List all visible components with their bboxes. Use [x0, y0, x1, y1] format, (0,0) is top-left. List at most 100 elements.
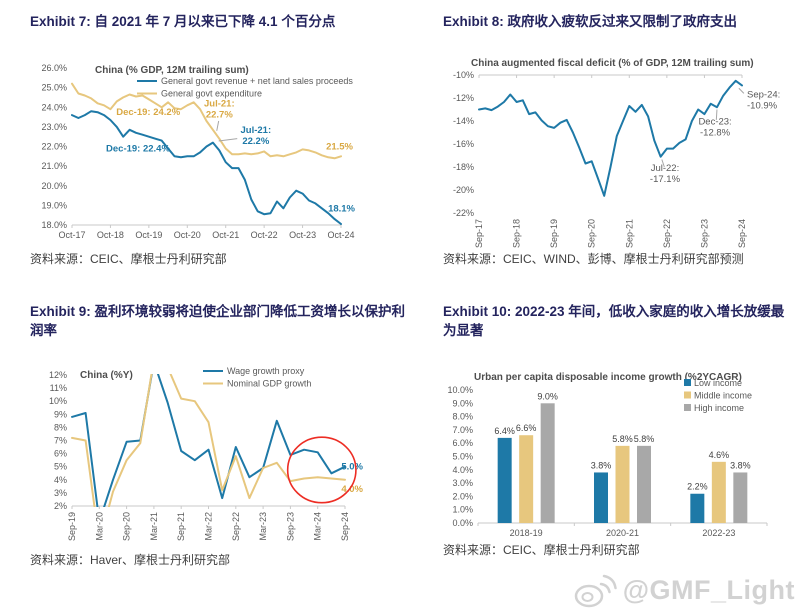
bar — [637, 445, 651, 523]
annotation: Sep-24: — [747, 89, 780, 100]
annotation: -10.9% — [747, 100, 778, 111]
annotation: 5.0% — [341, 461, 363, 472]
series-line — [71, 82, 342, 160]
x-tick-label: Sep-21 — [624, 219, 634, 248]
y-tick-label: 10% — [49, 396, 67, 406]
y-tick-label: 25.0% — [41, 83, 67, 93]
bar — [594, 472, 608, 523]
bar-value-label: 4.6% — [709, 450, 730, 460]
legend-label: Nominal GDP growth — [227, 379, 311, 389]
x-tick-label: Sep-23 — [285, 512, 295, 541]
x-tick-label: Sep-19 — [549, 219, 559, 248]
x-tick-label: Sep-20 — [122, 512, 132, 541]
chart-title: China (%Y) — [80, 370, 133, 381]
series-line — [71, 374, 346, 507]
exhibit-10-title: Exhibit 10: 2022-23 年间，低收入家庭的收入增长放缓最为显著 — [443, 304, 785, 339]
exhibit-7-chart: China (% GDP, 12M trailing sum) 18.0% 19.0… — [41, 63, 355, 240]
x-tick-label: Sep-23 — [699, 219, 709, 248]
x-tick-label: Oct-24 — [327, 230, 354, 240]
y-tick-label: 9.0% — [452, 398, 473, 408]
x-tick-label: Sep-24 — [340, 512, 350, 541]
category-label: 2018-19 — [510, 528, 543, 538]
legend-label: Wage growth proxy — [227, 366, 305, 376]
legend-swatch — [684, 404, 691, 411]
legend-swatch — [684, 391, 691, 399]
bar-value-label: 9.0% — [537, 391, 558, 401]
exhibit-8-source: 资料来源：CEIC、WIND、彭博、摩根士丹利研究部预测 — [443, 252, 744, 266]
annotation: 4.0% — [341, 484, 363, 495]
y-tick-label: -12% — [453, 93, 474, 103]
exhibit-8-title: Exhibit 8: 政府收入疲软反过来又限制了政府支出 — [443, 14, 738, 29]
bar-value-label: 3.8% — [591, 460, 612, 470]
y-tick-label: 2.0% — [452, 491, 473, 501]
y-tick-label: 23.0% — [41, 122, 67, 132]
x-tick-label: Oct-17 — [58, 230, 85, 240]
y-tick-label: 5.0% — [452, 452, 473, 462]
bar-value-label: 5.8% — [634, 434, 655, 444]
x-tick-label: Mar-22 — [204, 512, 214, 541]
exhibit-9: Exhibit 9: 盈利环境较弱将迫使企业部门降低工资增长以保护利润率 Chi… — [30, 302, 416, 607]
annotation: Jul-21: — [241, 125, 272, 136]
bar-value-label: 5.8% — [612, 434, 633, 444]
exhibit-7-title: Exhibit 7: 自 2021 年 7 月以来已下降 4.1 个百分点 — [30, 14, 336, 29]
y-tick-label: 12% — [49, 370, 67, 380]
y-tick-label: 19.0% — [41, 200, 67, 210]
x-tick-label: Sep-18 — [512, 219, 522, 248]
y-tick-label: -20% — [453, 185, 474, 195]
highlight-ellipse — [286, 436, 357, 504]
y-tick-label: -18% — [453, 162, 474, 172]
exhibit-9-chart: China (%Y) 2% 3% 4% 5% 6% 7% 8% 9% 10% 11% 12% Sep-1… — [49, 366, 364, 541]
annotation-leader — [218, 138, 238, 142]
x-tick-label: Sep-20 — [587, 219, 597, 248]
y-tick-label: 5% — [54, 462, 67, 472]
x-tick-label: Oct-23 — [289, 230, 316, 240]
series-line — [478, 79, 743, 197]
y-tick-label: 21.0% — [41, 161, 67, 171]
bar — [733, 472, 748, 523]
y-tick-label: -22% — [453, 208, 474, 218]
y-tick-label: 11% — [50, 383, 67, 393]
bar — [519, 435, 534, 523]
x-tick-label: Oct-20 — [174, 230, 201, 240]
y-tick-label: 8% — [54, 422, 67, 432]
annotation: 18.1% — [328, 203, 355, 214]
annotation: 21.5% — [326, 141, 353, 152]
x-tick-label: Sep-17 — [474, 219, 484, 248]
annotation-leader — [715, 109, 718, 120]
y-tick-label: 0.0% — [452, 518, 473, 528]
y-tick-label: -14% — [453, 116, 474, 126]
series-line — [71, 374, 346, 507]
weibo-icon — [574, 574, 617, 608]
exhibit-10-source: 资料来源：CEIC、摩根士丹利研究部 — [443, 543, 640, 557]
y-tick-label: 3.0% — [452, 478, 473, 488]
x-tick-label: Mar-24 — [313, 512, 323, 541]
annotation: Dec-19: 24.2% — [116, 107, 180, 118]
category-label: 2020-21 — [606, 528, 639, 538]
annotation-leader — [738, 87, 745, 94]
legend-label: General govt revenue + net land sales pr… — [161, 76, 353, 86]
y-tick-label: 24.0% — [41, 102, 67, 112]
bar — [615, 445, 630, 523]
exhibit-8: Exhibit 8: 政府收入疲软反过来又限制了政府支出 China augme… — [443, 12, 797, 297]
legend-label: High income — [694, 403, 744, 413]
bar-value-label: 3.8% — [730, 460, 751, 470]
x-tick-label: Mar-23 — [258, 512, 268, 541]
bar-value-label: 6.4% — [494, 426, 515, 436]
y-tick-label: 3% — [54, 488, 67, 498]
x-tick-label: Oct-19 — [135, 230, 162, 240]
annotation: -12.8% — [700, 127, 731, 138]
bar-value-label: 2.2% — [687, 482, 708, 492]
exhibit-8-chart: China augmented fiscal deficit (% of GDP… — [453, 58, 780, 248]
legend-label: General govt expenditure — [161, 89, 262, 99]
y-tick-label: 7% — [54, 436, 67, 446]
y-tick-label: 18.0% — [41, 220, 67, 230]
annotation: Jul-22: — [651, 163, 680, 174]
bar — [711, 461, 726, 523]
y-tick-label: 8.0% — [452, 412, 473, 422]
chart-title: China augmented fiscal deficit (% of GDP… — [471, 58, 754, 69]
x-tick-label: Sep-19 — [67, 512, 77, 541]
y-tick-label: 6% — [54, 449, 67, 459]
watermark: @GMF_Light — [571, 571, 795, 609]
bar — [690, 493, 705, 523]
y-tick-label: 7.0% — [452, 425, 473, 435]
